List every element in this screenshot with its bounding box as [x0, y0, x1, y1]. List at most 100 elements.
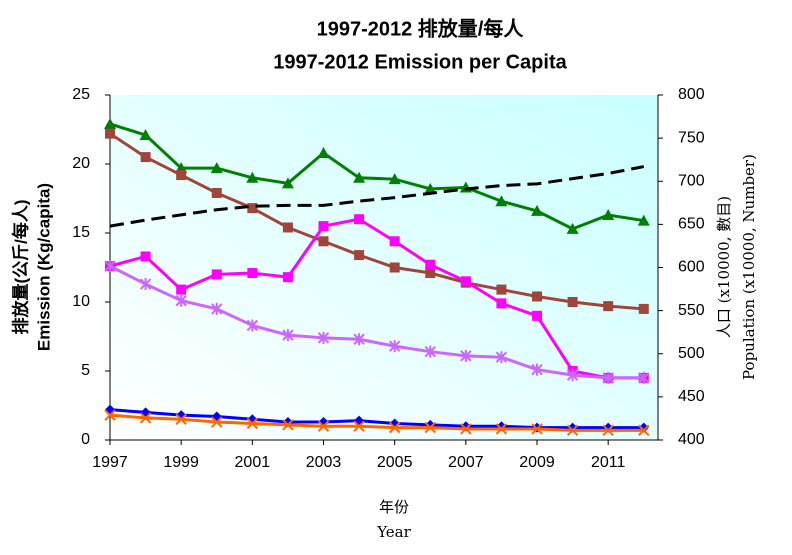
y-axis-label: Emission (Kg/capita) [34, 183, 53, 351]
marker [566, 369, 579, 382]
marker [354, 214, 365, 225]
series-line [109, 132, 644, 311]
marker [140, 152, 151, 163]
x-tick-label: 2005 [377, 454, 413, 471]
y2-tick-label: 700 [678, 172, 705, 189]
marker [139, 412, 152, 424]
marker [175, 413, 187, 426]
marker [246, 319, 259, 332]
marker [211, 416, 223, 428]
marker [247, 268, 258, 279]
chart-subtitle: 1997-2012 Emission per Capita [273, 51, 567, 73]
marker [425, 268, 436, 279]
y2-tick-label: 500 [678, 345, 705, 362]
marker [495, 195, 508, 207]
x-axis-label: Year [376, 523, 411, 541]
marker [317, 331, 330, 344]
marker [353, 333, 365, 346]
marker [282, 222, 293, 233]
marker [567, 297, 578, 307]
marker [140, 251, 151, 262]
series-line [109, 217, 644, 380]
marker [211, 187, 222, 198]
marker [531, 204, 544, 216]
x-tick-label: 2009 [519, 454, 555, 471]
y2-axis-label-zh: 人口 (x10000, 數目) [715, 196, 733, 338]
marker [318, 236, 329, 247]
marker [638, 371, 650, 384]
x-tick-label: 2007 [448, 454, 484, 471]
y-tick-label: 5 [81, 362, 90, 379]
y2-tick-label: 450 [678, 388, 705, 405]
marker [424, 182, 437, 194]
marker [388, 340, 401, 353]
marker [389, 262, 400, 273]
marker [637, 214, 650, 226]
marker [424, 345, 436, 358]
marker [495, 423, 508, 435]
marker [425, 259, 436, 270]
marker [496, 284, 507, 295]
y2-tick-label: 400 [678, 431, 705, 448]
marker [175, 294, 187, 307]
series-line [109, 408, 644, 430]
marker [388, 421, 401, 434]
marker [638, 424, 650, 437]
marker [566, 424, 579, 437]
y2-tick-label: 650 [678, 216, 705, 233]
x-tick-label: 1999 [163, 454, 199, 471]
marker [531, 423, 543, 435]
marker [460, 349, 472, 362]
y2-tick-label: 600 [678, 259, 705, 276]
y-tick-label: 20 [72, 155, 90, 172]
marker [176, 284, 187, 295]
y2-tick-label: 750 [678, 129, 705, 146]
x-tick-label: 2001 [235, 454, 271, 471]
marker [211, 269, 222, 280]
x-axis-label-zh: 年份 [379, 498, 409, 516]
x-tick-label: 2003 [306, 454, 342, 471]
marker [139, 278, 152, 291]
marker [354, 250, 365, 261]
x-tick-label: 1997 [92, 454, 128, 471]
marker [246, 171, 259, 183]
marker [602, 209, 615, 221]
population-line [109, 165, 645, 228]
marker [104, 409, 116, 421]
marker [282, 419, 294, 431]
marker [495, 351, 508, 364]
y2-axis-label: Population (x10000, Number) [740, 154, 758, 380]
marker [211, 302, 223, 315]
marker [104, 117, 116, 129]
series-line [109, 264, 644, 380]
marker [638, 303, 649, 314]
marker [139, 129, 152, 141]
marker [603, 301, 614, 312]
marker [424, 421, 436, 434]
marker [105, 128, 115, 139]
marker [281, 177, 294, 189]
marker [353, 420, 365, 432]
y2-tick-label: 550 [678, 302, 705, 319]
marker [282, 329, 294, 342]
y2-tick-label: 800 [678, 86, 705, 103]
y-tick-label: 10 [72, 293, 90, 310]
marker [353, 171, 366, 183]
marker [460, 276, 471, 287]
marker [531, 363, 543, 376]
marker [566, 222, 579, 234]
y-axis-label-zh: 排放量(公斤/每人) [10, 199, 30, 334]
marker [388, 173, 401, 185]
marker [318, 221, 329, 232]
marker [282, 272, 293, 283]
marker [532, 291, 543, 302]
chart-title: 1997-2012 排放量/每人 [317, 16, 525, 40]
marker [602, 424, 614, 437]
plot-area [110, 95, 658, 440]
marker [246, 417, 259, 430]
marker [460, 423, 472, 435]
marker [176, 170, 187, 181]
marker [532, 310, 543, 321]
marker [496, 298, 507, 309]
